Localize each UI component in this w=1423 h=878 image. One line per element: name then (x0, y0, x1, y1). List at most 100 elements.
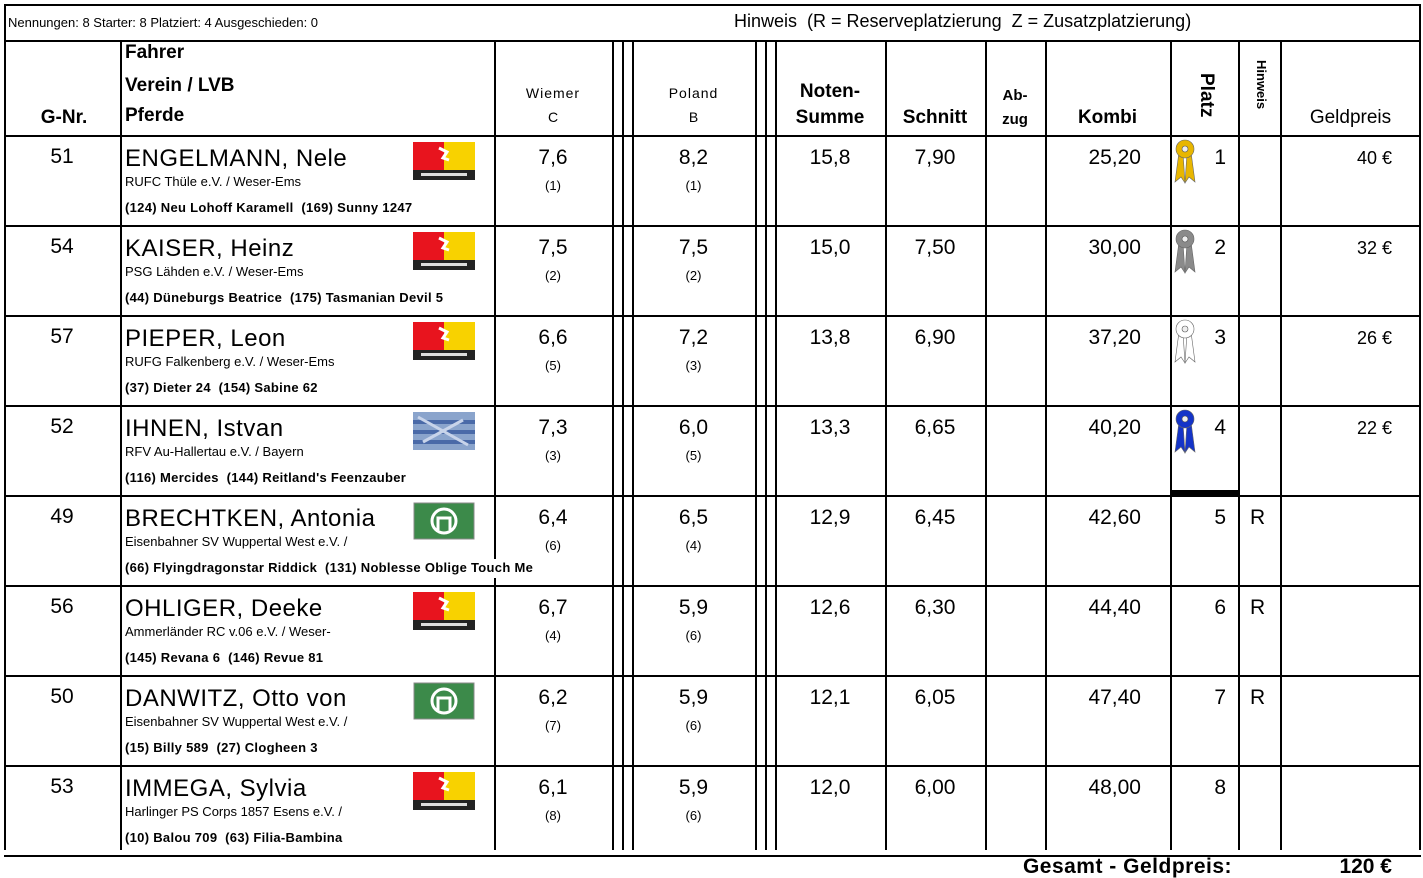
total-value: 120 € (1280, 856, 1392, 877)
kombi: 25,20 (1045, 147, 1141, 168)
col-horses: Pferde (125, 106, 184, 125)
horses: (116) Mercides (144) Reitland's Feenzaub… (123, 469, 408, 488)
sum: 12,0 (775, 777, 885, 798)
club-logo (413, 412, 475, 450)
horses: (10) Balou 709 (63) Filia-Bambina (123, 829, 345, 848)
col-kombi: Kombi (1045, 108, 1170, 127)
club-logo (413, 502, 475, 540)
average: 6,90 (885, 327, 985, 348)
average: 6,05 (885, 687, 985, 708)
rule (1170, 490, 1238, 495)
score-rank: (7) (494, 719, 612, 732)
hint-note: Hinweis (R = Reserveplatzierung Z = Zusa… (734, 12, 1191, 30)
average: 7,50 (885, 237, 985, 258)
start-number: 50 (4, 686, 120, 707)
score: 7,5 (632, 237, 755, 258)
score: 7,3 (494, 417, 612, 438)
club: Ammerländer RC v.06 e.V. / Weser- (125, 625, 331, 638)
rider-name: IHNEN, Istvan (125, 417, 284, 441)
score: 8,2 (632, 147, 755, 168)
rule (765, 40, 767, 850)
rider-name: IMMEGA, Sylvia (125, 777, 307, 801)
score: 6,0 (632, 417, 755, 438)
start-number: 52 (4, 416, 120, 437)
kombi: 37,20 (1045, 327, 1141, 348)
club: Eisenbahner SV Wuppertal West e.V. / (125, 715, 347, 728)
horses: (124) Neu Lohoff Karamell (169) Sunny 12… (123, 199, 414, 218)
rider-name: DANWITZ, Otto von (125, 687, 347, 711)
club-logo (413, 322, 475, 360)
kombi: 44,40 (1045, 597, 1141, 618)
club-logo (413, 142, 475, 180)
club: Harlinger PS Corps 1857 Esens e.V. / (125, 805, 342, 818)
col-prize: Geldpreis (1280, 108, 1421, 127)
hint: R (1250, 687, 1265, 708)
average: 6,65 (885, 417, 985, 438)
prize: 26 € (1280, 329, 1392, 347)
rule (4, 675, 1421, 677)
start-number: 51 (4, 146, 120, 167)
score-rank: (5) (632, 449, 755, 462)
sum: 13,3 (775, 417, 885, 438)
average: 7,90 (885, 147, 985, 168)
rule (1419, 4, 1421, 41)
results-table: Nennungen: 8 Starter: 8 Platziert: 4 Aus… (0, 0, 1423, 878)
col-judge-pos: B (632, 110, 755, 124)
score: 7,6 (494, 147, 612, 168)
place: 5 (1170, 507, 1226, 528)
hint: R (1250, 507, 1265, 528)
score: 5,9 (632, 777, 755, 798)
club: PSG Lähden e.V. / Weser-Ems (125, 265, 303, 278)
score-rank: (6) (494, 539, 612, 552)
horses: (15) Billy 589 (27) Clogheen 3 (123, 739, 320, 758)
club: RUFC Thüle e.V. / Weser-Ems (125, 175, 301, 188)
sum: 15,0 (775, 237, 885, 258)
rule (4, 405, 1421, 407)
score-rank: (8) (494, 809, 612, 822)
score-rank: (6) (632, 719, 755, 732)
average: 6,45 (885, 507, 985, 528)
rule (4, 495, 1421, 497)
prize: 22 € (1280, 419, 1392, 437)
score: 5,9 (632, 687, 755, 708)
rule (622, 40, 624, 850)
score-rank: (1) (632, 179, 755, 192)
col-deduction: zug (985, 112, 1045, 127)
col-avg: Schnitt (885, 108, 985, 127)
rule (4, 135, 1421, 137)
score-rank: (2) (632, 269, 755, 282)
sum: 13,8 (775, 327, 885, 348)
col-sum: Summe (775, 108, 885, 127)
place: 1 (1170, 147, 1226, 168)
place: 4 (1170, 417, 1226, 438)
score: 7,5 (494, 237, 612, 258)
rule (4, 225, 1421, 227)
info: Nennungen: 8 Starter: 8 Platziert: 4 Aus… (8, 16, 318, 29)
score-rank: (1) (494, 179, 612, 192)
rule (1238, 40, 1240, 850)
score: 6,7 (494, 597, 612, 618)
rule (612, 40, 614, 850)
start-number: 54 (4, 236, 120, 257)
score-rank: (5) (494, 359, 612, 372)
rule (4, 4, 1421, 6)
rule (4, 40, 1421, 42)
score: 6,1 (494, 777, 612, 798)
place: 3 (1170, 327, 1226, 348)
score: 6,6 (494, 327, 612, 348)
horses: (44) Düneburgs Beatrice (175) Tasmanian … (123, 289, 445, 308)
rule (120, 40, 122, 850)
score: 6,4 (494, 507, 612, 528)
club-logo (413, 772, 475, 810)
col-gnr: G-Nr. (8, 108, 120, 127)
place: 2 (1170, 237, 1226, 258)
rule (755, 40, 757, 850)
score-rank: (3) (494, 449, 612, 462)
col-judge: Poland (632, 86, 755, 100)
rider-name: ENGELMANN, Nele (125, 147, 347, 171)
col-deduction: Ab- (985, 88, 1045, 103)
kombi: 42,60 (1045, 507, 1141, 528)
start-number: 53 (4, 776, 120, 797)
col-hint: Hinweis (1255, 60, 1268, 109)
horses: (145) Revana 6 (146) Revue 81 (123, 649, 325, 668)
